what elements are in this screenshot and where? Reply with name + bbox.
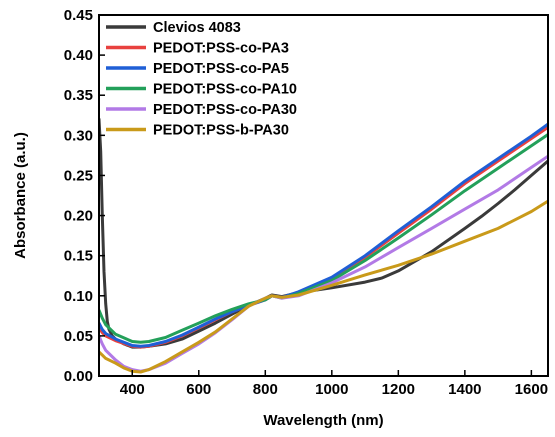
series-line-3 [99, 133, 548, 344]
legend-label: Clevios 4083 [153, 20, 241, 36]
x-tick-label: 600 [186, 381, 211, 398]
x-tick-label: 400 [120, 381, 145, 398]
legend: Clevios 4083 PEDOT:PSS-co-PA3 PEDOT:PSS-co… [106, 20, 297, 139]
y-tick-label: 0.15 [64, 248, 93, 265]
series-line-4 [99, 154, 548, 373]
y-axis: 0.00 0.05 0.10 0.15 0.20 0.25 0.30 0.35 0.40 0.45 [64, 7, 105, 385]
plot-frame [98, 14, 549, 377]
y-tick-label: 0.25 [64, 167, 93, 184]
y-tick-label: 0.40 [64, 47, 93, 64]
y-tick-label: 0.45 [64, 7, 93, 24]
x-tick-label: 1000 [315, 381, 348, 398]
series-line-0 [99, 117, 548, 349]
legend-label: PEDOT:PSS-co-PA3 [153, 41, 289, 57]
x-tick-label: 1200 [382, 381, 415, 398]
x-tick-label: 800 [253, 381, 278, 398]
legend-label: PEDOT:PSS-b-PA30 [153, 123, 289, 139]
series-line-1 [99, 125, 548, 349]
legend-label: PEDOT:PSS-co-PA30 [153, 102, 297, 118]
y-tick-label: 0.30 [64, 127, 93, 144]
legend-label: PEDOT:PSS-co-PA10 [153, 82, 297, 98]
y-axis-title: Absorbance (a.u.) [12, 132, 29, 259]
series-layer [99, 117, 548, 374]
x-axis-title: Wavelength (nm) [263, 412, 383, 429]
x-axis: 400 600 800 1000 1200 1400 1600 [120, 370, 548, 398]
y-tick-label: 0.35 [64, 87, 93, 104]
y-tick-label: 0.05 [64, 328, 93, 345]
x-tick-label: 1400 [448, 381, 481, 398]
x-tick-label: 1600 [515, 381, 548, 398]
y-tick-label: 0.10 [64, 288, 93, 305]
legend-label: PEDOT:PSS-co-PA5 [153, 61, 289, 77]
y-tick-label: 0.00 [64, 368, 93, 385]
series-line-5 [99, 199, 548, 374]
y-tick-label: 0.20 [64, 208, 93, 225]
